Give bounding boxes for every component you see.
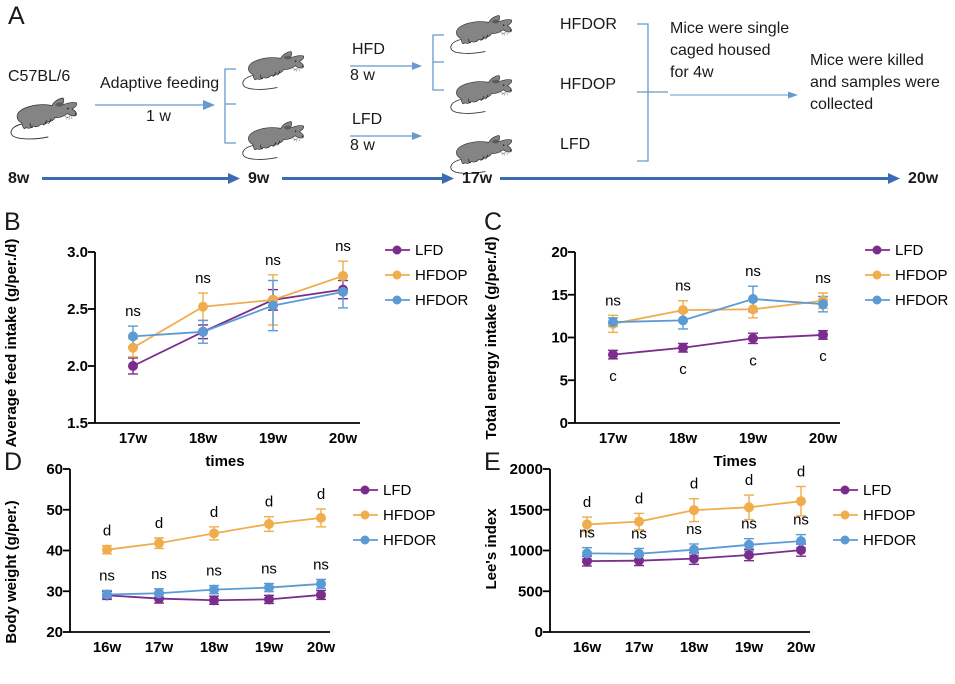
svg-text:ns: ns xyxy=(686,521,702,538)
svg-text:20: 20 xyxy=(551,244,568,261)
svg-text:20w: 20w xyxy=(809,430,838,447)
svg-text:17w: 17w xyxy=(625,639,654,656)
svg-text:2.0: 2.0 xyxy=(67,358,88,375)
svg-text:ns: ns xyxy=(195,270,211,287)
svg-text:19w: 19w xyxy=(259,430,288,447)
svg-text:ns: ns xyxy=(579,525,595,542)
svg-text:19w: 19w xyxy=(735,639,764,656)
svg-text:Total energy intake (g/per./d): Total energy intake (g/per./d) xyxy=(483,236,500,439)
svg-text:0: 0 xyxy=(535,624,543,641)
svg-text:d: d xyxy=(797,464,805,481)
svg-text:d: d xyxy=(103,523,111,540)
svg-text:20: 20 xyxy=(46,624,63,641)
svg-text:d: d xyxy=(155,515,163,532)
svg-text:c: c xyxy=(679,361,687,378)
svg-text:1.5: 1.5 xyxy=(67,415,88,432)
svg-text:17w: 17w xyxy=(599,430,628,447)
svg-text:20w: 20w xyxy=(329,430,358,447)
svg-text:c: c xyxy=(819,348,827,365)
svg-text:1500: 1500 xyxy=(510,502,543,519)
svg-text:ns: ns xyxy=(741,516,757,533)
svg-text:18w: 18w xyxy=(189,430,218,447)
svg-text:15: 15 xyxy=(551,287,568,304)
svg-text:0: 0 xyxy=(560,415,568,432)
svg-text:ns: ns xyxy=(335,238,351,255)
svg-text:ns: ns xyxy=(631,525,647,542)
svg-text:ns: ns xyxy=(745,263,761,280)
svg-text:ns: ns xyxy=(675,278,691,295)
svg-text:ns: ns xyxy=(99,567,115,584)
svg-text:17w: 17w xyxy=(145,639,174,656)
svg-text:ns: ns xyxy=(265,252,281,269)
svg-text:d: d xyxy=(265,494,273,511)
svg-text:3.0: 3.0 xyxy=(67,244,88,261)
svg-text:40: 40 xyxy=(46,543,63,560)
svg-text:18w: 18w xyxy=(680,639,709,656)
svg-text:30: 30 xyxy=(46,583,63,600)
svg-text:5: 5 xyxy=(560,372,568,389)
svg-text:Times: Times xyxy=(713,453,756,470)
svg-text:Average feed intake (g/per./d): Average feed intake (g/per./d) xyxy=(3,239,20,448)
svg-text:d: d xyxy=(583,494,591,511)
svg-text:ns: ns xyxy=(125,303,141,320)
svg-text:HFDOP: HFDOP xyxy=(863,507,916,524)
svg-text:HFDOR: HFDOR xyxy=(415,292,468,309)
svg-text:ns: ns xyxy=(206,563,222,580)
svg-text:20w: 20w xyxy=(307,639,336,656)
svg-text:ns: ns xyxy=(605,292,621,309)
svg-text:20w: 20w xyxy=(787,639,816,656)
svg-text:Lee's index: Lee's index xyxy=(483,508,500,590)
svg-text:HFDOR: HFDOR xyxy=(383,532,436,549)
svg-text:HFDOR: HFDOR xyxy=(863,532,916,549)
svg-text:16w: 16w xyxy=(573,639,602,656)
svg-text:HFDOP: HFDOP xyxy=(383,507,436,524)
svg-text:17w: 17w xyxy=(119,430,148,447)
svg-text:LFD: LFD xyxy=(895,242,924,259)
svg-text:c: c xyxy=(609,368,617,385)
svg-text:ns: ns xyxy=(151,566,167,583)
svg-text:LFD: LFD xyxy=(863,482,892,499)
svg-text:d: d xyxy=(635,490,643,507)
svg-text:ns: ns xyxy=(815,270,831,287)
svg-text:50: 50 xyxy=(46,502,63,519)
svg-text:times: times xyxy=(205,453,244,470)
svg-text:19w: 19w xyxy=(739,430,768,447)
svg-text:2.5: 2.5 xyxy=(67,301,88,318)
svg-text:500: 500 xyxy=(518,583,543,600)
svg-text:c: c xyxy=(749,352,757,369)
svg-text:d: d xyxy=(210,504,218,521)
svg-text:HFDOP: HFDOP xyxy=(415,267,468,284)
svg-text:60: 60 xyxy=(46,461,63,478)
svg-text:2000: 2000 xyxy=(510,461,543,478)
svg-text:19w: 19w xyxy=(255,639,284,656)
svg-text:ns: ns xyxy=(261,561,277,578)
svg-text:LFD: LFD xyxy=(383,482,412,499)
svg-text:10: 10 xyxy=(551,330,568,347)
svg-text:HFDOR: HFDOR xyxy=(895,292,948,309)
svg-text:LFD: LFD xyxy=(415,242,444,259)
svg-text:d: d xyxy=(690,476,698,493)
svg-text:HFDOP: HFDOP xyxy=(895,267,948,284)
svg-text:18w: 18w xyxy=(200,639,229,656)
svg-text:ns: ns xyxy=(793,512,809,529)
svg-text:d: d xyxy=(745,472,753,489)
svg-text:16w: 16w xyxy=(93,639,122,656)
svg-text:Body weight (g/per.): Body weight (g/per.) xyxy=(3,500,20,643)
svg-text:1000: 1000 xyxy=(510,543,543,560)
svg-text:ns: ns xyxy=(313,556,329,573)
svg-text:d: d xyxy=(317,486,325,503)
svg-text:18w: 18w xyxy=(669,430,698,447)
